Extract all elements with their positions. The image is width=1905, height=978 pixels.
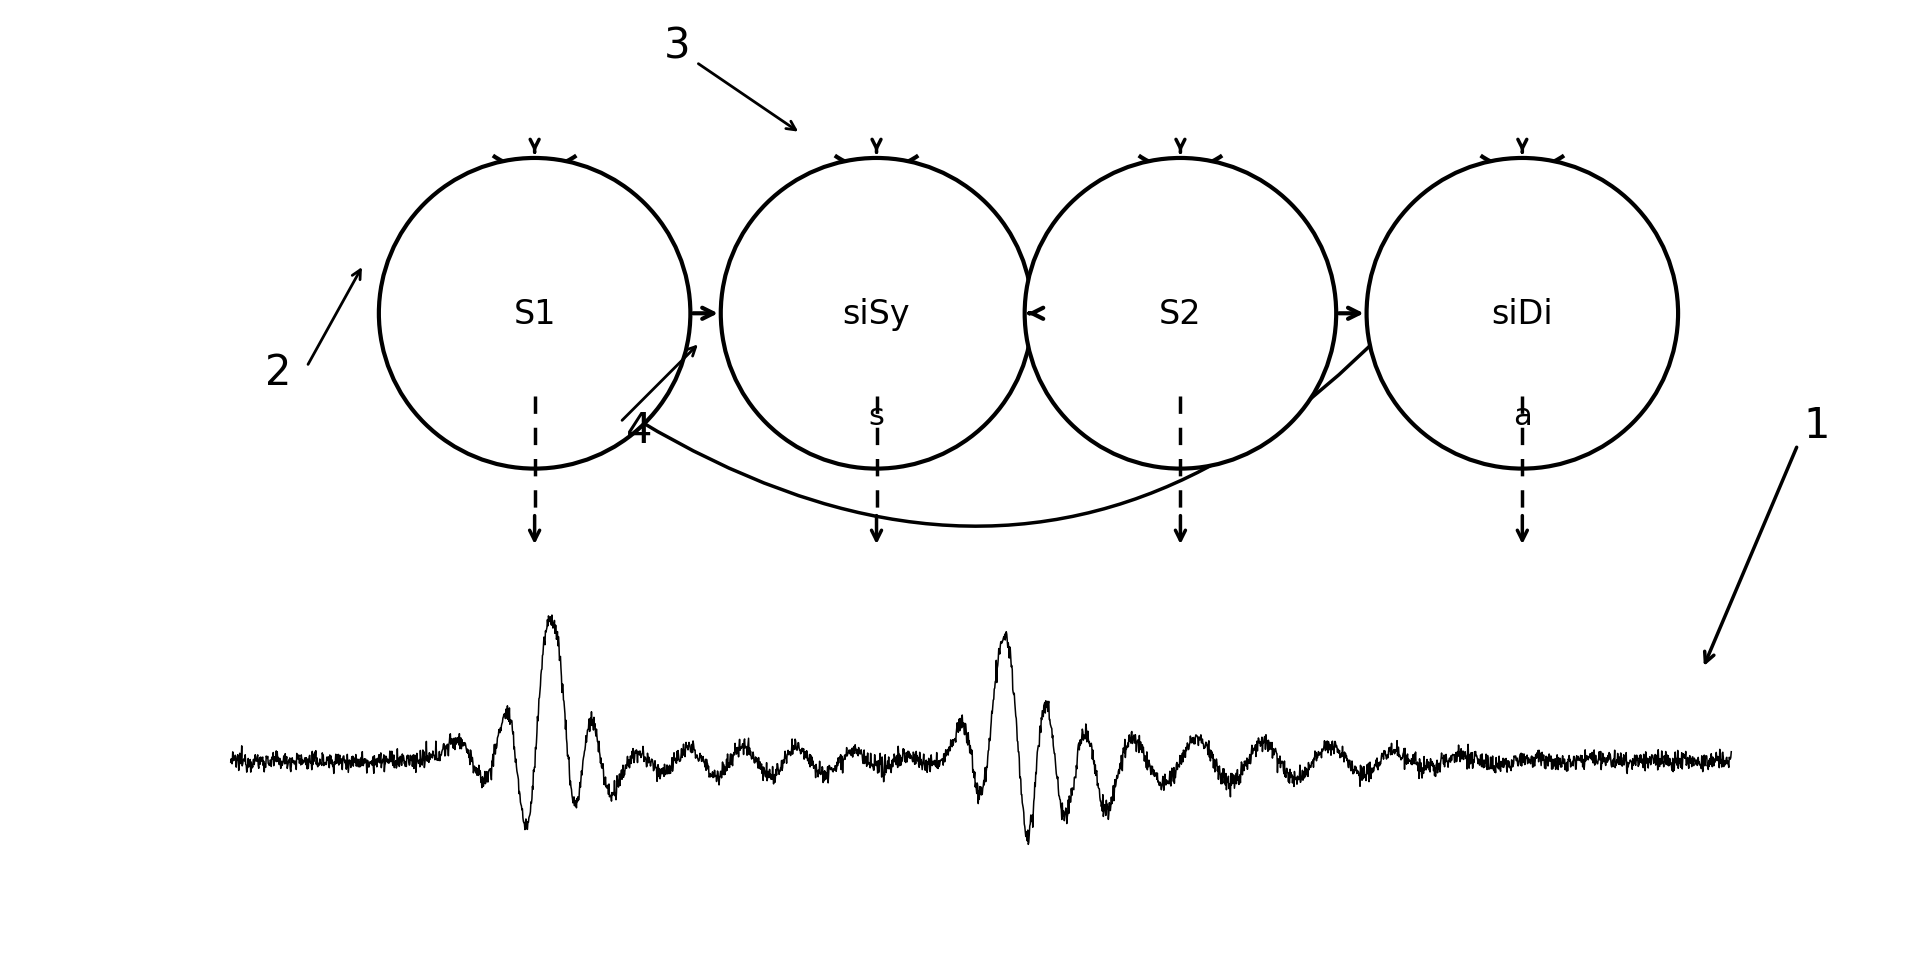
Text: 4: 4 (627, 410, 652, 452)
Text: s: s (869, 402, 884, 430)
Text: a: a (1513, 402, 1532, 430)
Ellipse shape (1366, 158, 1678, 469)
Text: siDi: siDi (1492, 297, 1553, 331)
Text: S1: S1 (512, 297, 556, 331)
Text: siSy: siSy (842, 297, 911, 331)
Ellipse shape (379, 158, 690, 469)
Text: S2: S2 (1158, 297, 1202, 331)
Text: 1: 1 (1804, 405, 1831, 447)
Text: 3: 3 (663, 25, 690, 67)
Text: 2: 2 (265, 351, 291, 393)
Ellipse shape (1025, 158, 1335, 469)
FancyArrowPatch shape (493, 161, 1520, 526)
Ellipse shape (720, 158, 1033, 469)
